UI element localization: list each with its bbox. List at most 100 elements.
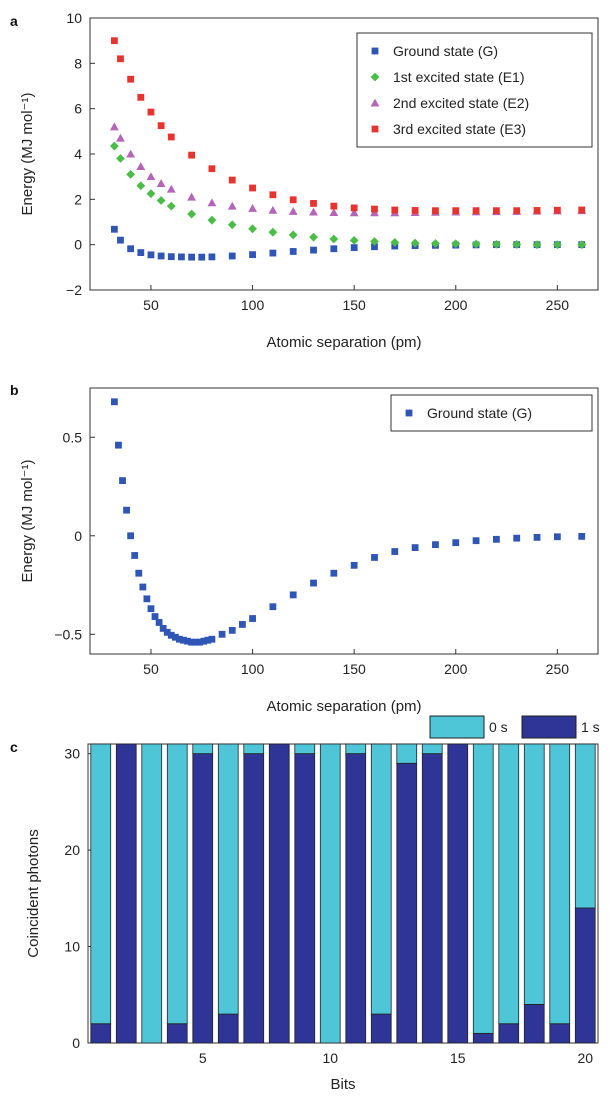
y-tick-label: 10 (66, 10, 82, 26)
plot-frame (89, 387, 599, 655)
data-point (493, 535, 500, 543)
bar-segment (345, 743, 367, 755)
data-point (371, 243, 378, 251)
series-0 (110, 398, 586, 646)
data-point (330, 569, 338, 577)
plot-frame (87, 743, 599, 1044)
data-point (269, 249, 277, 257)
data-point (248, 224, 257, 234)
data-point (370, 237, 379, 246)
bar-segment (294, 753, 316, 1044)
data-point (390, 238, 400, 247)
data-point (207, 198, 217, 207)
legend-box (356, 32, 593, 148)
data-point (239, 621, 246, 628)
bar-segment (370, 743, 392, 1015)
data-point (187, 209, 196, 219)
data-point (200, 637, 208, 645)
data-point (371, 205, 378, 213)
legend-label: 1st excited state (E1) (393, 69, 525, 85)
bar-segment (141, 743, 163, 1044)
data-point (159, 624, 167, 632)
bar-segment (166, 743, 188, 1025)
data-point (187, 192, 196, 201)
data-point (110, 37, 118, 45)
bar-segment (498, 743, 520, 1025)
data-point (204, 636, 212, 644)
bar-segment (396, 762, 418, 1044)
bar-segment (447, 743, 469, 1044)
data-point (268, 227, 278, 237)
x-tick-label: 200 (444, 297, 468, 313)
data-point (155, 619, 163, 626)
data-point (147, 605, 155, 613)
y-tick-label: 0 (74, 237, 82, 253)
x-tick-label: 10 (322, 1050, 338, 1066)
data-point (151, 613, 159, 620)
data-point (147, 251, 155, 259)
data-point (208, 635, 216, 643)
data-point (157, 122, 165, 130)
y-tick-label: 20 (64, 842, 80, 858)
y-tick-label: 0 (74, 528, 82, 544)
data-point (228, 626, 236, 634)
bars (90, 743, 596, 1044)
data-point (157, 252, 165, 260)
data-point (391, 206, 399, 214)
data-point (269, 603, 277, 611)
data-point (578, 532, 586, 540)
data-point (248, 204, 257, 212)
bar-segment (90, 1023, 112, 1044)
data-point (329, 234, 339, 244)
y-tick-label: −2 (66, 282, 82, 298)
data-point (288, 230, 298, 240)
data-point (310, 200, 317, 207)
data-point (309, 232, 318, 242)
data-point (411, 544, 419, 551)
data-point (196, 638, 204, 646)
bar-segment (268, 743, 290, 1044)
data-point (167, 631, 175, 639)
data-point (288, 206, 298, 215)
data-point (471, 239, 481, 249)
bar-segment (319, 743, 341, 1044)
x-tick-label: 150 (342, 297, 366, 313)
x-tick-label: 100 (241, 661, 265, 677)
series-1 (109, 141, 587, 250)
bar-segment (243, 743, 265, 755)
data-point (431, 239, 440, 248)
data-point (156, 179, 166, 187)
data-point (116, 133, 125, 142)
data-point (188, 151, 195, 159)
data-point (198, 253, 206, 261)
data-point (123, 506, 130, 514)
data-point (411, 207, 419, 214)
data-point (166, 201, 176, 211)
x-tick-label: 100 (241, 297, 265, 313)
legend-marker (370, 98, 380, 107)
bar-segment (523, 743, 545, 1005)
data-point (208, 165, 216, 173)
legend-box (390, 394, 593, 432)
x-tick-label: 20 (577, 1050, 593, 1066)
data-point (410, 238, 420, 248)
data-point (391, 548, 399, 555)
legend-label: 2nd excited state (E2) (393, 95, 529, 111)
data-point (135, 569, 143, 577)
data-point (513, 534, 521, 542)
data-point (472, 537, 480, 545)
data-point (178, 253, 185, 261)
data-point (166, 184, 176, 193)
data-point (126, 170, 136, 179)
bar-segment (345, 753, 367, 1044)
data-point (137, 93, 145, 101)
data-point (119, 477, 126, 485)
data-point (163, 628, 171, 636)
data-point (330, 202, 338, 210)
panel-label: b (10, 382, 19, 398)
data-point (184, 637, 191, 645)
data-point (188, 253, 195, 261)
data-point (127, 532, 135, 540)
data-point (167, 253, 175, 261)
data-point (289, 248, 297, 255)
